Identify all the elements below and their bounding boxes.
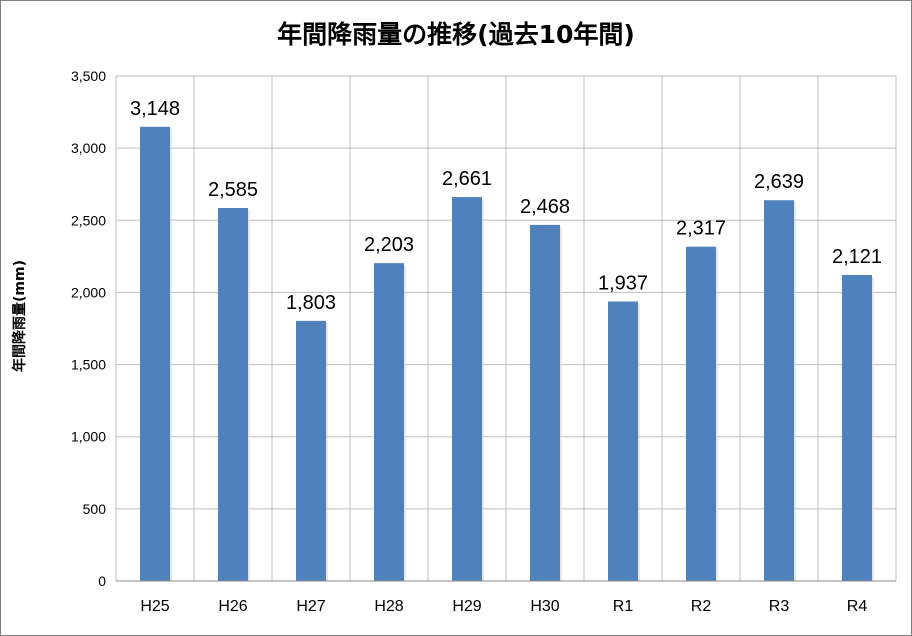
data-label: 2,639 [754, 171, 804, 193]
x-tick-label: H27 [296, 598, 325, 615]
y-tick-label: 3,000 [71, 140, 106, 156]
y-tick-label: 0 [98, 573, 106, 589]
data-label: 3,148 [130, 98, 180, 120]
bar [686, 246, 716, 581]
bar [296, 320, 326, 581]
y-tick-label: 2,000 [71, 284, 106, 300]
chart-title: 年間降雨量の推移(過去10年間) [277, 20, 635, 49]
data-label: 2,468 [520, 196, 570, 218]
y-tick-label: 3,500 [71, 68, 106, 84]
x-tick-label: H30 [530, 598, 559, 615]
y-tick-label: 2,500 [71, 212, 106, 228]
x-tick-label: H26 [218, 598, 247, 615]
data-label: 2,661 [442, 168, 492, 190]
bar [764, 200, 794, 582]
x-tick-label: H29 [452, 598, 481, 615]
data-label: 2,121 [832, 246, 882, 268]
data-label: 2,585 [208, 179, 258, 201]
bar [842, 274, 872, 581]
x-tick-label: R2 [691, 598, 712, 615]
bar [608, 301, 638, 581]
y-tick-label: 1,500 [71, 357, 106, 373]
x-tick-label: H25 [140, 598, 169, 615]
data-label: 1,937 [598, 273, 648, 295]
x-tick-label: R3 [769, 598, 790, 615]
bar [530, 224, 560, 581]
bar [218, 208, 248, 581]
bar [374, 263, 404, 581]
bar [140, 126, 170, 581]
x-tick-label: R1 [613, 598, 634, 615]
data-label: 2,317 [676, 218, 726, 240]
y-tick-label: 500 [83, 501, 107, 517]
data-label: 2,203 [364, 234, 414, 256]
bar [452, 197, 482, 581]
data-label: 1,803 [286, 292, 336, 314]
y-tick-label: 1,000 [71, 429, 106, 445]
x-tick-label: H28 [374, 598, 403, 615]
x-tick-label: R4 [847, 598, 868, 615]
